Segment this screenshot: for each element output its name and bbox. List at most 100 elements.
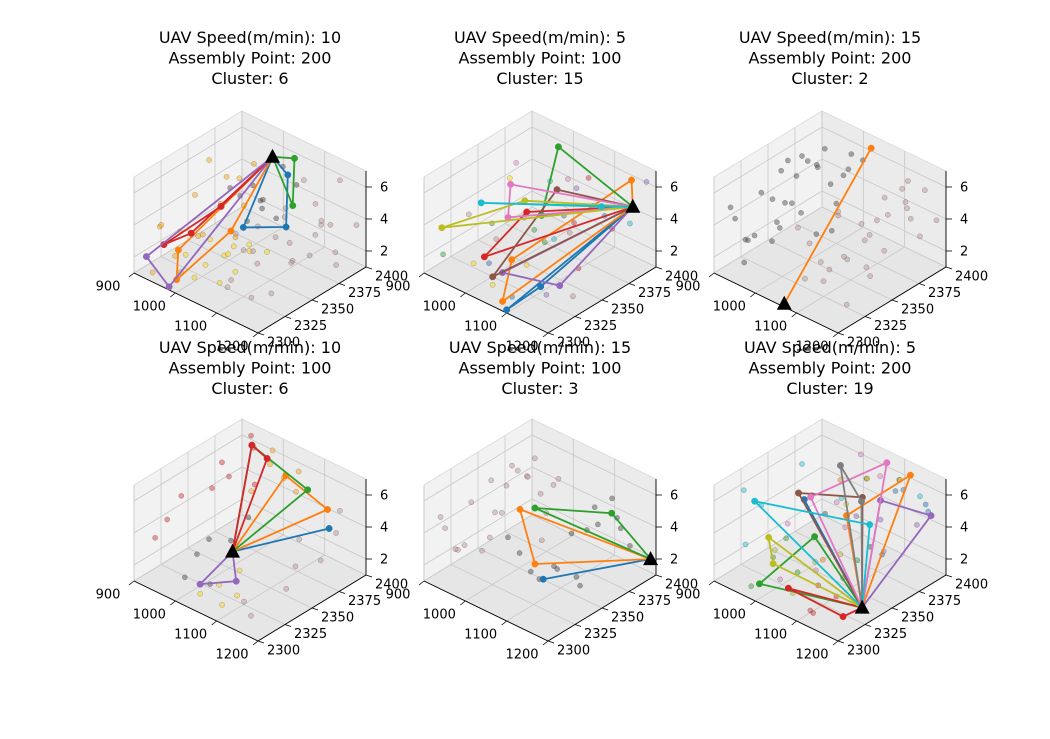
route-node [289,202,297,210]
scatter-point [337,177,343,184]
scatter-point [509,462,515,469]
scatter-point [246,248,253,255]
y-tick-mark [628,591,636,594]
gridline [477,239,603,301]
scatter-point [317,557,324,564]
scatter-point [236,567,243,574]
x-tick-mark [252,332,259,338]
subplot-title-line: UAV Speed(m/min): 15 [739,28,921,47]
scatter-point [772,547,778,553]
x-tick-label: 1100 [464,320,497,335]
route-line [751,499,871,609]
scatter-point [486,534,493,541]
z-tick-label: 6 [380,181,388,196]
scatter-point [742,541,749,548]
gridline [160,256,286,317]
scatter-point [272,234,279,240]
x-tick-mark [708,272,715,278]
route-node [489,273,497,281]
x-tick-mark [832,640,839,646]
scatter-point [892,488,899,494]
route-node [927,512,935,520]
scatter-point [250,248,256,254]
subplot-5: UAV Speed(m/min): 15 Assembly Point: 100C… [386,338,699,663]
scatter-point [470,260,477,267]
scatter-point [172,253,178,259]
scatter-point [333,530,339,536]
x-tick-label: 1000 [713,608,746,623]
scatter-point [225,251,231,257]
route-node [751,497,759,505]
subplot-title-line: UAV Speed(m/min): 10 [159,28,341,47]
scatter-point [627,220,633,227]
x-axis-line [713,272,839,334]
y-tick-label: 2300 [847,644,880,659]
x-tick-mark [501,312,507,318]
z-tick-label: 4 [960,213,968,228]
gridline [133,434,243,502]
scatter-point [306,252,313,259]
route-node [508,256,516,264]
scatter-point [874,217,880,224]
gridline [713,190,823,258]
scatter-point [899,185,905,192]
x-tick-label: 1000 [713,300,746,315]
scatter-point [195,233,202,239]
scatter-point [591,504,598,511]
subplot-title-line: Cluster: 15 [496,69,583,88]
scatter-point [523,473,530,479]
gridline [821,434,947,496]
scatter-point [312,200,319,207]
scatter-point [283,585,290,592]
route-node [507,180,515,188]
assembly-point-marker [643,551,659,566]
subplot-title-line: Cluster: 6 [211,69,288,88]
scatter-point [182,574,188,581]
scatter-point [769,196,776,202]
route-line [145,156,274,289]
scatter-point [828,227,835,234]
route-node [531,560,539,568]
scatter-point [571,219,577,226]
scatter-point [269,447,276,454]
scatter-point [922,501,929,508]
scatter-point [206,157,212,163]
scatter-point [506,175,513,181]
route-node [765,533,773,541]
x-tick-label: 1000 [133,608,166,623]
scatter-point [532,455,538,462]
scatter-point [318,218,325,224]
route-node [866,521,874,529]
gridline [450,564,576,625]
y-tick-label: 2375 [348,286,381,301]
scatter-point [881,194,888,201]
scatter-point [260,196,266,203]
scatter-point [782,199,788,206]
gridline [767,239,893,301]
x-tick-label: 1200 [215,648,248,663]
gridline [713,126,823,194]
scatter-point [292,563,299,570]
gridline [133,466,243,534]
x-axis-line [713,580,839,642]
subplot-title-line: Assembly Point: 200 [749,359,912,378]
route-node [284,171,292,179]
scatter-point [234,592,240,599]
route-node [784,584,792,592]
scatter-point [573,574,580,580]
scatter-point [178,492,185,499]
scatter-point [248,294,255,301]
route-node [516,505,524,513]
z-tick-label: 6 [960,181,968,196]
gridline [241,434,367,496]
z-tick-label: 6 [960,489,968,504]
scatter-point [861,237,868,244]
scatter-point [499,509,505,516]
y-tick-mark [547,332,555,336]
scatter-point [555,475,562,482]
x-axis-line [133,272,259,334]
gridline [794,531,920,592]
subplot-6: UAV Speed(m/min): 5 Assembly Point: 200Cl… [676,338,989,663]
scatter-point [228,537,234,544]
y-tick-mark [365,266,373,270]
